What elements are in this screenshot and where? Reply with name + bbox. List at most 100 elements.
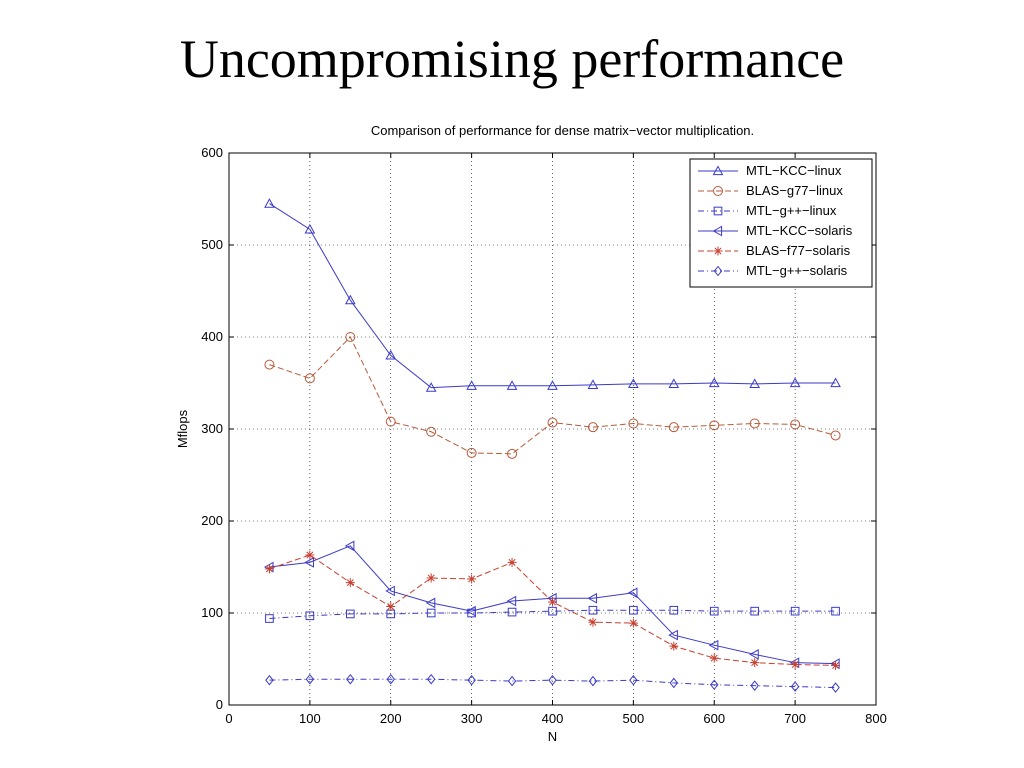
data-point: [669, 605, 679, 615]
data-point: [547, 417, 558, 428]
data-point: [588, 617, 598, 627]
legend-marker: [712, 225, 723, 237]
data-point: [265, 674, 274, 686]
data-point: [385, 585, 395, 597]
data-point: [344, 294, 356, 305]
y-tick-label: 200: [201, 513, 223, 528]
data-point: [507, 448, 518, 459]
data-point: [588, 605, 598, 615]
y-tick-label: 0: [216, 697, 223, 712]
data-point: [466, 447, 477, 458]
data-point: [749, 418, 760, 429]
series-line: [269, 678, 836, 689]
data-point: [506, 380, 518, 390]
series-line: [269, 203, 836, 389]
data-point: [345, 332, 356, 342]
data-point: [628, 618, 638, 628]
data-point: [669, 641, 679, 651]
data-point: [507, 607, 517, 617]
performance-chart: 0 100 200 300 400 500 600 700 800 0 100 200 300 400 50…: [175, 123, 887, 744]
data-point: [709, 653, 719, 663]
data-point: [831, 660, 841, 670]
data-point: [426, 608, 436, 618]
data-point: [587, 422, 598, 433]
data-point: [548, 597, 557, 607]
data-point: [425, 597, 436, 609]
slide-title: Uncompromising performance: [179, 29, 845, 89]
data-point: [344, 540, 355, 552]
legend-marker: [712, 165, 724, 176]
data-point: [790, 681, 800, 692]
data-point: [830, 430, 841, 441]
x-tick-label: 500: [623, 711, 645, 726]
data-point: [548, 674, 557, 686]
data-point: [425, 382, 437, 392]
data-point: [547, 380, 558, 390]
tick-labels: 0 100 200 300 400 500 600 700 800 0 100 200 300 400 50…: [201, 145, 887, 726]
data-point: [709, 606, 719, 616]
data-point: [385, 416, 396, 427]
data-point: [668, 378, 680, 389]
series-group: [263, 198, 841, 693]
data-point: [506, 595, 517, 607]
data-point: [467, 674, 476, 686]
data-point: [507, 557, 517, 567]
y-tick-label: 500: [201, 237, 223, 252]
y-tick-label: 600: [201, 145, 223, 160]
data-point: [507, 675, 517, 687]
y-tick-label: 300: [201, 421, 223, 436]
x-tick-label: 800: [865, 711, 887, 726]
y-tick-label: 400: [201, 329, 223, 344]
data-point: [750, 658, 760, 668]
x-tick-label: 400: [542, 711, 564, 726]
data-point: [305, 550, 315, 560]
data-point: [750, 606, 760, 616]
chart-title: Comparison of performance for dense matr…: [371, 123, 754, 138]
data-point: [588, 675, 598, 687]
data-point: [629, 605, 638, 615]
data-point: [265, 614, 274, 623]
data-point: [426, 673, 436, 685]
data-point: [304, 223, 316, 234]
data-point: [466, 380, 477, 390]
data-point: [345, 578, 355, 588]
data-point: [790, 419, 801, 430]
x-tick-label: 700: [784, 711, 806, 726]
data-point: [830, 377, 841, 388]
data-point: [790, 660, 800, 670]
data-point: [790, 606, 800, 616]
data-point: [831, 682, 840, 693]
data-point: [669, 677, 679, 689]
x-axis-label: N: [548, 729, 557, 744]
series-3: [265, 605, 840, 623]
data-point: [587, 379, 599, 389]
x-tick-label: 0: [225, 711, 232, 726]
data-point: [668, 629, 678, 641]
legend-label: MTL−g++−linux: [746, 203, 837, 218]
data-point: [629, 674, 638, 686]
data-point: [708, 639, 719, 651]
legend-label: MTL−KCC−linux: [746, 163, 842, 178]
data-point: [346, 673, 355, 685]
legend: MTL−KCC−linux BLAS−g77−linux MTL−g++−linux…: [689, 158, 873, 288]
data-point: [304, 373, 315, 384]
series-1: [264, 198, 841, 392]
data-point: [548, 606, 557, 616]
x-tick-label: 100: [299, 711, 321, 726]
data-point: [386, 673, 395, 685]
legend-label: BLAS−f77−solaris: [746, 243, 851, 258]
legend-box: [689, 158, 873, 288]
data-point: [831, 606, 840, 616]
series-2: [264, 332, 841, 459]
legend-marker: [713, 206, 723, 216]
data-point: [386, 602, 396, 612]
data-point: [709, 420, 720, 431]
x-tick-label: 300: [461, 711, 483, 726]
data-point: [305, 673, 315, 685]
x-tick-label: 200: [380, 711, 402, 726]
y-axis-label: Mflops: [175, 409, 190, 448]
legend-label: MTL−KCC−solaris: [746, 223, 853, 238]
data-point: [750, 680, 759, 691]
data-point: [345, 609, 355, 619]
data-point: [304, 557, 314, 568]
